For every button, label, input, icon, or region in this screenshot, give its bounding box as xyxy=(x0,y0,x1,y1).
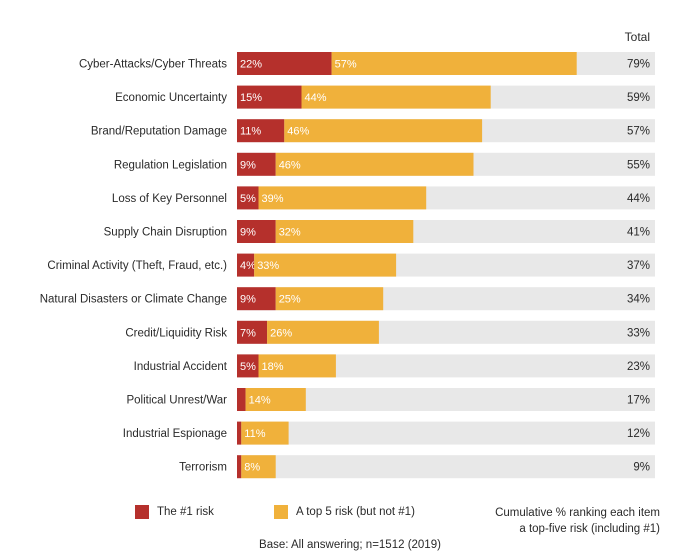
data-label-top5: 11% xyxy=(244,428,265,440)
bar-segment-top1 xyxy=(237,421,242,445)
bar-segment-top1 xyxy=(237,287,276,311)
bar-segment-top5 xyxy=(258,186,427,210)
bar-segment-top5 xyxy=(275,287,384,311)
bar-segment-top1 xyxy=(237,220,276,243)
legend-cumulative-line1: Cumulative % ranking each item xyxy=(495,507,660,519)
category-label: Natural Disasters or Climate Change xyxy=(40,294,227,306)
category-label: Supply Chain Disruption xyxy=(104,227,227,239)
category-label: Economic Uncertainty xyxy=(115,92,227,104)
category-label: Loss of Key Personnel xyxy=(112,193,227,205)
category-label: Cyber-Attacks/Cyber Threats xyxy=(79,59,227,71)
total-value: 23% xyxy=(627,361,650,373)
data-label-top5: 18% xyxy=(262,361,284,373)
bar-segment-top1 xyxy=(237,152,276,176)
data-label-top1: 5% xyxy=(240,361,256,373)
total-value: 55% xyxy=(627,159,650,171)
legend-cumulative-note: Cumulative % ranking each item a top-fiv… xyxy=(470,505,660,537)
data-label-top5: 46% xyxy=(287,126,309,138)
total-value: 34% xyxy=(627,294,650,306)
category-label: Political Unrest/War xyxy=(126,395,227,407)
bar-segment-top1 xyxy=(237,52,332,75)
data-label-top1: 4% xyxy=(240,260,256,272)
data-label-top5: 32% xyxy=(279,227,301,239)
bar-segment-top5 xyxy=(258,354,336,378)
legend-label-top5: A top 5 risk (but not #1) xyxy=(296,506,415,518)
base-footnote: Base: All answering; n=1512 (2019) xyxy=(259,539,441,551)
bar-segment-top1 xyxy=(237,85,302,109)
data-label-top1: 9% xyxy=(240,227,256,239)
total-value: 33% xyxy=(627,327,650,339)
category-label: Industrial Accident xyxy=(134,361,228,373)
total-value: 37% xyxy=(627,260,650,272)
bar-segment-top5 xyxy=(301,85,491,109)
data-label-top5: 14% xyxy=(249,395,271,407)
bar-segment-top5 xyxy=(284,119,483,143)
data-label-top5: 44% xyxy=(305,92,327,104)
category-label: Terrorism xyxy=(179,462,227,474)
total-value: 12% xyxy=(627,428,650,440)
bar-segment-top5 xyxy=(331,52,577,75)
legend-swatch-top5 xyxy=(274,505,288,519)
bar-segment-top1 xyxy=(237,253,255,277)
data-label-top5: 8% xyxy=(244,462,260,474)
category-label: Regulation Legislation xyxy=(114,159,227,171)
bar-segment-top5 xyxy=(275,220,414,243)
total-value: 59% xyxy=(627,92,650,104)
bar-segment-top5 xyxy=(267,320,379,344)
data-label-top5: 46% xyxy=(279,159,301,171)
total-value: 44% xyxy=(627,193,650,205)
bar-segment-top5 xyxy=(275,152,474,176)
total-value: 41% xyxy=(627,227,650,239)
legend-item-top5: A top 5 risk (but not #1) xyxy=(274,503,415,521)
legend-swatch-top1 xyxy=(135,505,149,519)
bar-segment-top1 xyxy=(237,354,259,378)
bar-track xyxy=(237,354,655,378)
category-label: Industrial Espionage xyxy=(123,428,227,440)
bar-track xyxy=(237,388,655,411)
total-value: 57% xyxy=(627,126,650,138)
legend-label-top1: The #1 risk xyxy=(157,506,214,518)
legend-item-top1: The #1 risk xyxy=(135,503,214,521)
data-label-top1: 15% xyxy=(240,92,262,104)
data-label-top5: 25% xyxy=(279,294,301,306)
bar-segment-top5 xyxy=(245,388,306,411)
bar-track xyxy=(237,421,655,445)
data-label-top1: 22% xyxy=(240,59,262,71)
total-value: 9% xyxy=(633,462,650,474)
data-label-top5: 39% xyxy=(262,193,284,205)
category-label: Criminal Activity (Theft, Fraud, etc.) xyxy=(47,260,227,272)
total-value: 17% xyxy=(627,395,650,407)
bar-segment-top1 xyxy=(237,320,268,344)
bar-track xyxy=(237,455,655,479)
data-label-top1: 7% xyxy=(240,327,256,339)
data-label-top5: 57% xyxy=(335,59,357,71)
category-label: Credit/Liquidity Risk xyxy=(125,327,227,339)
total-value: 79% xyxy=(627,59,650,71)
bar-segment-top1 xyxy=(237,388,246,411)
legend-cumulative-line2: a top-five risk (including #1) xyxy=(519,523,660,535)
bar-segment-top1 xyxy=(237,119,285,143)
bar-segment-top1 xyxy=(237,186,259,210)
data-label-top1: 9% xyxy=(240,294,256,306)
data-label-top1: 11% xyxy=(240,126,261,138)
bar-segment-top5 xyxy=(241,421,289,445)
data-label-top1: 5% xyxy=(240,193,256,205)
bar-segment-top5 xyxy=(241,455,276,479)
total-header: Total xyxy=(625,30,650,44)
data-label-top5: 33% xyxy=(257,260,279,272)
data-label-top1: 9% xyxy=(240,159,256,171)
bar-segment-top5 xyxy=(254,253,397,277)
data-label-top5: 26% xyxy=(270,327,292,339)
category-label: Brand/Reputation Damage xyxy=(91,126,227,138)
bar-segment-top1 xyxy=(237,455,242,479)
